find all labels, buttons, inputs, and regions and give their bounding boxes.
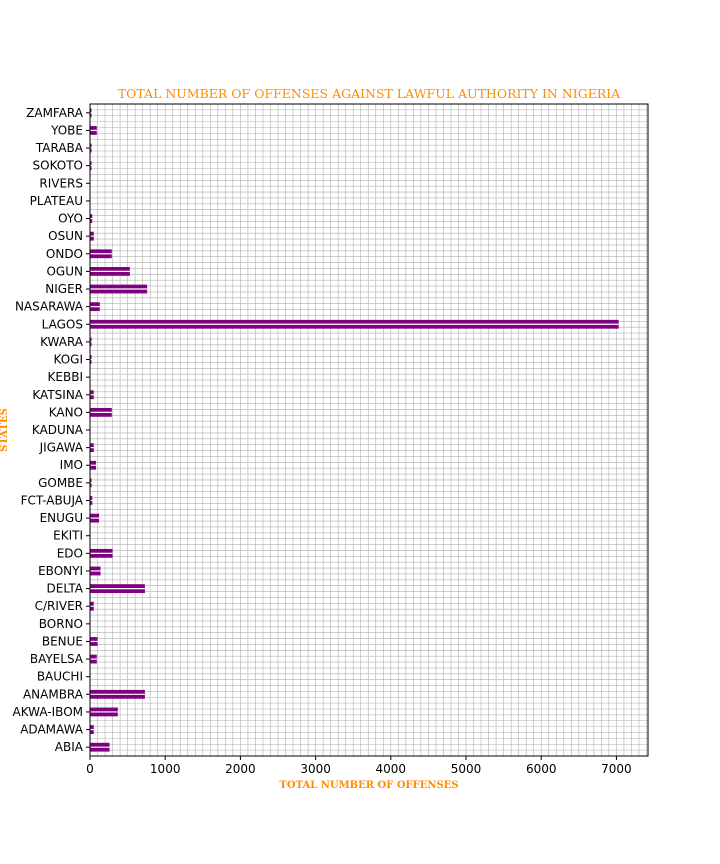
x-tick-label: 0	[86, 762, 94, 776]
y-tick-label: NASARAWA	[15, 300, 84, 314]
x-tick-label: 1000	[150, 762, 181, 776]
y-tick-label: ABIA	[55, 740, 84, 754]
y-tick-label: KANO	[49, 405, 83, 419]
y-tick-label: KATSINA	[32, 388, 83, 402]
chart-title: TOTAL NUMBER OF OFFENSES AGAINST LAWFUL …	[118, 86, 621, 101]
y-tick-label: KADUNA	[32, 423, 84, 437]
x-axis-label: TOTAL NUMBER OF OFFENSES	[279, 780, 458, 791]
y-tick-label: OYO	[58, 212, 83, 226]
y-tick-label: NIGER	[45, 282, 83, 296]
y-tick-label: YOBE	[50, 123, 83, 137]
y-tick-label: C/RIVER	[35, 599, 83, 613]
y-tick-label: EBONYI	[38, 564, 83, 578]
y-tick-label: KEBBI	[48, 370, 83, 384]
y-tick-label: PLATEAU	[30, 194, 83, 208]
x-tick-label: 7000	[601, 762, 632, 776]
y-tick-label: BORNO	[39, 617, 83, 631]
y-tick-label: LAGOS	[42, 317, 83, 331]
y-tick-label: ENUGU	[40, 511, 83, 525]
x-tick-label: 6000	[526, 762, 557, 776]
y-tick-label: BENUE	[42, 634, 83, 648]
x-tick-label: 5000	[451, 762, 482, 776]
x-tick-label: 4000	[376, 762, 407, 776]
y-tick-label: ZAMFARA	[26, 106, 84, 120]
x-tick-label: 2000	[225, 762, 256, 776]
y-tick-label: OSUN	[48, 229, 83, 243]
y-tick-label: TARABA	[35, 141, 84, 155]
y-tick-label: OGUN	[46, 264, 83, 278]
y-tick-label: FCT-ABUJA	[21, 493, 84, 507]
y-tick-label: KWARA	[40, 335, 84, 349]
y-tick-label: ADAMAWA	[20, 723, 84, 737]
y-tick-label: RIVERS	[39, 176, 83, 190]
y-tick-label: ONDO	[46, 247, 83, 261]
y-tick-label: JIGAWA	[39, 441, 84, 455]
y-tick-label: EDO	[57, 546, 83, 560]
x-axis-ticks: 0 1000 2000 3000 4000 5000 6000 7000	[86, 756, 632, 776]
y-tick-label: BAUCHI	[37, 670, 83, 684]
bar-layer	[90, 108, 619, 752]
grid-layer	[90, 104, 648, 756]
y-tick-label: GOMBE	[38, 476, 83, 490]
y-tick-label: DELTA	[47, 582, 84, 596]
y-axis-label: STATES	[0, 408, 10, 452]
y-tick-label: EKITI	[53, 529, 83, 543]
y-tick-label: ANAMBRA	[23, 687, 84, 701]
y-tick-label: BAYELSA	[30, 652, 84, 666]
y-tick-label: KOGI	[54, 353, 84, 367]
y-tick-label: SOKOTO	[33, 159, 84, 173]
x-tick-label: 3000	[300, 762, 331, 776]
y-tick-label: IMO	[60, 458, 83, 472]
y-tick-label: AKWA-IBOM	[13, 705, 84, 719]
y-axis-ticks: ABIA ADAMAWA AKWA-IBOM ANAMBRA BAUCHI BAYELSA…	[13, 106, 90, 754]
